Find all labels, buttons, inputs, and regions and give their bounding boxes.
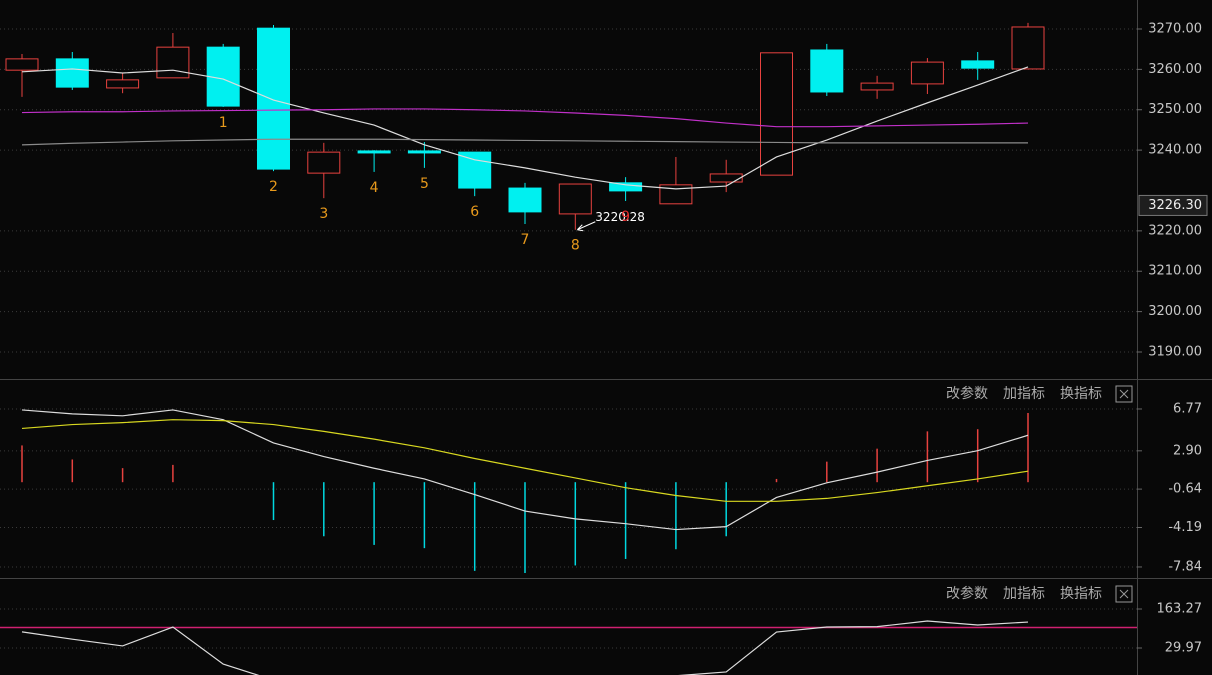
wave-label: 7 [521,232,530,248]
y-tick-label: 3190.00 [1148,344,1202,359]
plot-area [0,408,1137,574]
toolbar-button[interactable]: 改参数 [946,585,988,602]
wave-label: 3 [319,206,328,222]
toolbar-button[interactable]: 改参数 [946,385,988,402]
candle-body [910,61,944,85]
wave-label: 9 [621,209,630,225]
candle-body [760,52,793,176]
plot-area: 3220.28 [0,22,1137,353]
candle-body [709,173,743,183]
y-tick-label: 6.77 [1173,401,1202,416]
wave-label: 2 [269,179,278,195]
candle-body [961,60,995,69]
toolbar-button[interactable]: 换指标 [1060,585,1102,602]
y-tick-label: -4.19 [1168,520,1202,535]
candle-body [307,151,341,174]
y-tick-label: 3220.00 [1148,223,1202,238]
last-price-box [1138,194,1208,216]
close-button[interactable] [1115,385,1133,403]
y-tick-label: -0.64 [1168,482,1202,497]
toolbar-button[interactable]: 换指标 [1060,385,1102,402]
close-icon [1119,589,1129,599]
indicator-line [21,138,1028,146]
y-tick-label: 3250.00 [1148,102,1202,117]
wave-label: 1 [219,115,228,131]
wave-label: 5 [420,176,429,192]
indicator-line [21,66,1029,190]
y-tick-label: -7.84 [1168,559,1202,574]
close-button[interactable] [1115,585,1133,603]
candle-body [609,182,643,192]
last-price-label: 3226.30 [1148,198,1202,213]
y-tick-label: 3240.00 [1148,143,1202,158]
y-tick-label: 3210.00 [1148,264,1202,279]
indicator-line [21,108,1029,128]
plot-area [0,608,1137,675]
indicator-line [21,409,1029,531]
candle-body [156,46,190,79]
candle-body [458,151,492,189]
candle-body [407,150,441,154]
indicator-line [21,419,1029,502]
indicator-line [21,620,1029,675]
y-tick-label: 3270.00 [1148,21,1202,36]
candle-body [860,82,894,91]
toolbar-button[interactable]: 加指标 [1003,586,1045,602]
y-tick-label: 3260.00 [1148,62,1202,77]
y-tick-label: 29.97 [1165,640,1202,655]
wave-label: 8 [571,238,580,254]
wave-label: 6 [470,204,479,220]
candle-body [106,79,140,89]
candle-body [5,58,39,71]
toolbar-button[interactable]: 加指标 [1003,386,1045,402]
candle-body [357,150,391,154]
low-annotation: 3220.28 [595,210,645,224]
candle-body [508,187,542,213]
candle-body [659,184,693,205]
y-tick-label: 2.90 [1173,443,1202,458]
candle-body [55,58,89,88]
candle-body [810,49,844,93]
candle-body [257,27,290,170]
candle-body [1011,26,1045,70]
low-arrow [576,221,596,232]
candle-body [558,183,592,215]
y-tick-label: 3200.00 [1148,304,1202,319]
y-tick-label: 163.27 [1157,602,1203,617]
wave-label: 4 [370,180,379,196]
close-icon [1119,389,1129,399]
